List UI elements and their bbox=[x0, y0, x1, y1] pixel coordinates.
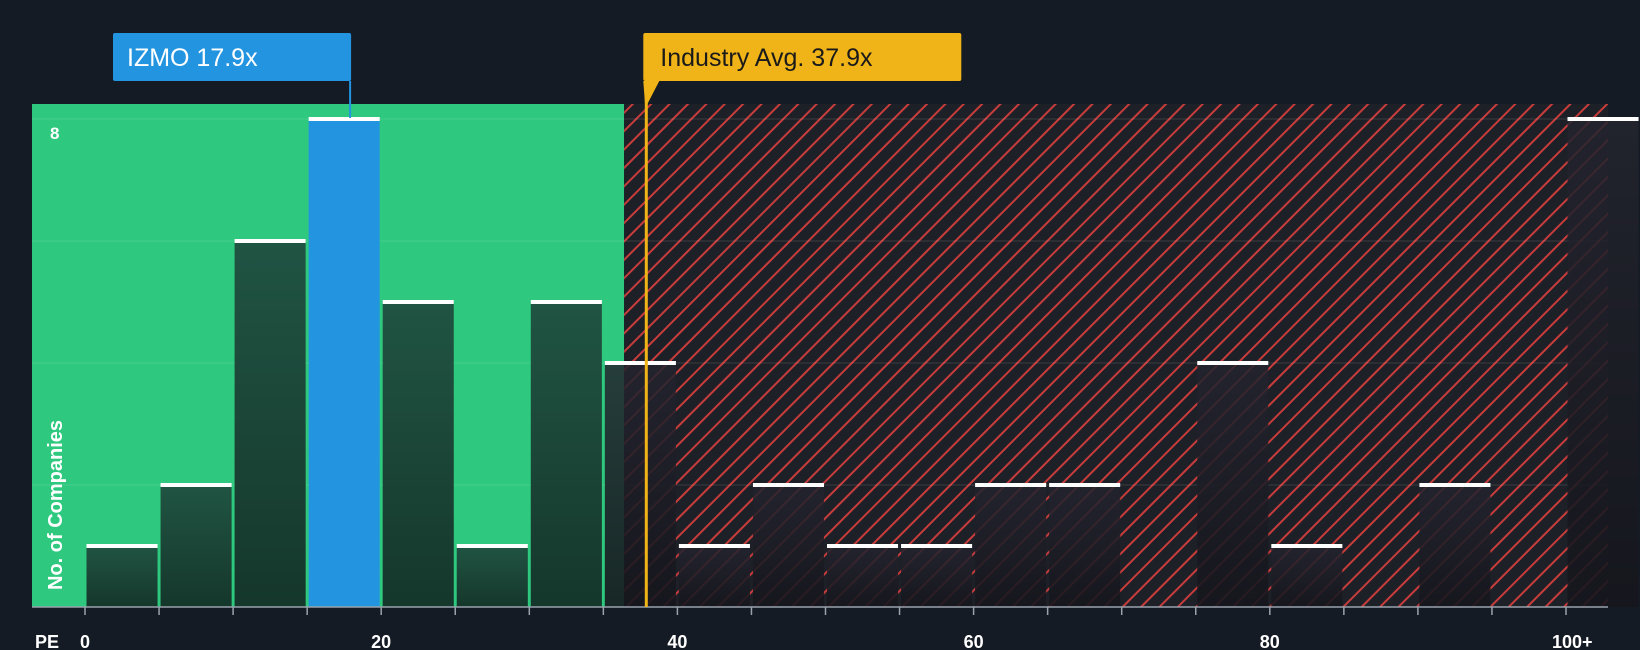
bar-cap bbox=[308, 117, 380, 121]
bar-80-85 bbox=[1271, 544, 1343, 607]
bar-cap bbox=[160, 483, 232, 487]
bar-cap bbox=[86, 544, 158, 548]
bar-cap bbox=[234, 239, 306, 243]
bar-shade bbox=[160, 485, 232, 607]
bar-45-50 bbox=[752, 483, 824, 607]
bar-100-105 bbox=[1567, 117, 1639, 607]
bar-cap bbox=[901, 544, 973, 548]
industry-label-box bbox=[643, 33, 962, 81]
bar-shade bbox=[530, 302, 602, 607]
bar-shade bbox=[1197, 363, 1269, 607]
bar-cap bbox=[1271, 544, 1343, 548]
bar-cap bbox=[1419, 483, 1491, 487]
bar-shade bbox=[901, 546, 973, 607]
company-marker: IZMO 17.9x bbox=[113, 33, 352, 118]
bar-cap bbox=[382, 300, 454, 304]
bar-20-25 bbox=[382, 300, 454, 607]
bar-5-10 bbox=[160, 483, 232, 607]
bar-55-60 bbox=[901, 544, 973, 607]
bar-0-5 bbox=[86, 544, 158, 607]
x-axis-ticks: 0 20 40 60 80 100+ bbox=[80, 607, 1593, 650]
bar-cap bbox=[827, 544, 899, 548]
bar-shade bbox=[382, 302, 454, 607]
company-label: IZMO 17.9x bbox=[127, 44, 258, 72]
bar-shade bbox=[1049, 485, 1121, 607]
y-axis-max-label: 8 bbox=[50, 124, 59, 143]
bar-shade bbox=[456, 546, 528, 607]
bar-15-20 bbox=[308, 117, 380, 607]
bar-cap bbox=[604, 361, 676, 365]
bar-50-55 bbox=[827, 544, 899, 607]
bar-shade bbox=[86, 546, 158, 607]
x-tick-label: 80 bbox=[1260, 632, 1280, 650]
bar-90-95 bbox=[1419, 483, 1491, 607]
bar-shade bbox=[604, 363, 676, 607]
bar-cap bbox=[975, 483, 1047, 487]
bar-75-80 bbox=[1197, 361, 1269, 607]
bar-shade bbox=[234, 241, 306, 607]
y-axis-title: No. of Companies bbox=[45, 420, 67, 590]
industry-label: Industry Avg. 37.9x bbox=[660, 44, 873, 72]
x-tick-label: 60 bbox=[964, 632, 984, 650]
bars bbox=[86, 117, 1639, 607]
bar-shade bbox=[1567, 119, 1639, 607]
bar-shade bbox=[1271, 546, 1343, 607]
bar-40-45 bbox=[678, 544, 750, 607]
bar-cap bbox=[752, 483, 824, 487]
bar-30-35 bbox=[530, 300, 602, 607]
bar-cap bbox=[530, 300, 602, 304]
bar-10-15 bbox=[234, 239, 306, 607]
bar-shade bbox=[827, 546, 899, 607]
bar-cap bbox=[456, 544, 528, 548]
bar-60-65 bbox=[975, 483, 1047, 607]
x-axis-title: PE bbox=[35, 632, 59, 650]
x-tick-label: 0 bbox=[80, 632, 90, 650]
bar-35-40 bbox=[604, 361, 676, 607]
industry-marker: Industry Avg. 37.9x bbox=[643, 33, 962, 607]
bar-cap bbox=[1049, 483, 1121, 487]
bar-65-70 bbox=[1049, 483, 1121, 607]
bar-cap bbox=[1197, 361, 1269, 365]
x-tick-label: 20 bbox=[371, 632, 391, 650]
x-tick-label: 100+ bbox=[1552, 632, 1593, 650]
bar-shade bbox=[678, 546, 750, 607]
bar-25-30 bbox=[456, 544, 528, 607]
bar-shade bbox=[752, 485, 824, 607]
x-tick-label: 40 bbox=[667, 632, 687, 650]
company-label-box bbox=[113, 33, 352, 81]
bar-cap bbox=[678, 544, 750, 548]
bar-shade bbox=[1419, 485, 1491, 607]
bar-body bbox=[308, 119, 380, 607]
bar-shade bbox=[975, 485, 1047, 607]
bar-cap bbox=[1567, 117, 1639, 121]
